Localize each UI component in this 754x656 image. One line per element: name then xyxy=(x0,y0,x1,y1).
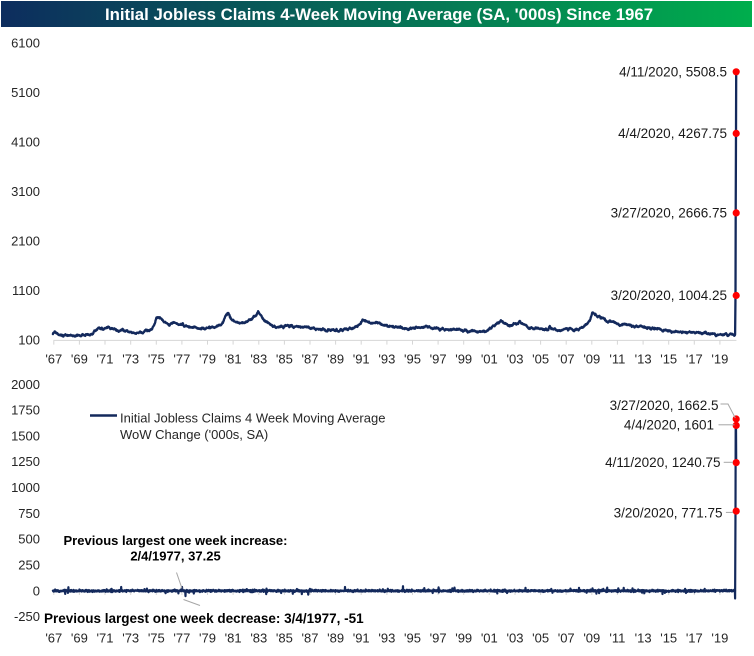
svg-text:'69: '69 xyxy=(71,631,88,646)
svg-text:'71: '71 xyxy=(97,351,114,366)
svg-text:'91: '91 xyxy=(353,631,370,646)
svg-text:WoW Change ('000s, SA): WoW Change ('000s, SA) xyxy=(120,427,268,442)
svg-text:-250: -250 xyxy=(14,609,40,624)
svg-text:'13: '13 xyxy=(635,631,652,646)
svg-text:Initial Jobless Claims 4-Week: Initial Jobless Claims 4-Week Moving Ave… xyxy=(105,5,653,24)
svg-text:'85: '85 xyxy=(276,351,293,366)
svg-text:3/27/2020, 1662.5: 3/27/2020, 1662.5 xyxy=(610,398,719,413)
svg-text:'83: '83 xyxy=(250,631,267,646)
svg-text:4/11/2020, 5508.5: 4/11/2020, 5508.5 xyxy=(619,65,727,80)
svg-text:'89: '89 xyxy=(327,631,344,646)
svg-text:4/11/2020, 1240.75: 4/11/2020, 1240.75 xyxy=(605,455,720,470)
svg-text:'79: '79 xyxy=(199,351,216,366)
svg-text:4100: 4100 xyxy=(11,134,40,149)
svg-text:'81: '81 xyxy=(225,351,242,366)
svg-text:3100: 3100 xyxy=(11,184,40,199)
svg-text:'75: '75 xyxy=(148,351,165,366)
svg-text:3/20/2020, 771.75: 3/20/2020, 771.75 xyxy=(614,506,723,521)
svg-text:'93: '93 xyxy=(378,631,395,646)
svg-text:1250: 1250 xyxy=(11,454,40,469)
svg-text:'05: '05 xyxy=(532,351,549,366)
svg-text:'67: '67 xyxy=(45,351,62,366)
svg-text:1000: 1000 xyxy=(11,480,40,495)
svg-text:'03: '03 xyxy=(507,351,524,366)
svg-text:'17: '17 xyxy=(686,351,703,366)
svg-text:'79: '79 xyxy=(199,631,216,646)
svg-text:'77: '77 xyxy=(173,631,190,646)
svg-text:1500: 1500 xyxy=(11,428,40,443)
svg-text:4/4/2020, 4267.75: 4/4/2020, 4267.75 xyxy=(618,126,727,141)
svg-text:'75: '75 xyxy=(148,631,165,646)
svg-text:'15: '15 xyxy=(660,631,677,646)
svg-text:'19: '19 xyxy=(711,351,728,366)
svg-text:500: 500 xyxy=(18,532,40,547)
svg-text:'93: '93 xyxy=(378,351,395,366)
svg-text:5100: 5100 xyxy=(11,85,40,100)
svg-text:'89: '89 xyxy=(327,351,344,366)
svg-text:'87: '87 xyxy=(302,631,319,646)
svg-text:'71: '71 xyxy=(97,631,114,646)
svg-text:Previous largest one week decr: Previous largest one week decrease: 3/4/… xyxy=(44,611,364,626)
svg-text:'07: '07 xyxy=(558,631,575,646)
svg-text:3/20/2020, 1004.25: 3/20/2020, 1004.25 xyxy=(611,288,727,303)
svg-text:'05: '05 xyxy=(532,631,549,646)
svg-text:1100: 1100 xyxy=(12,283,40,298)
svg-text:2100: 2100 xyxy=(11,233,40,248)
svg-text:'81: '81 xyxy=(225,631,242,646)
svg-text:'13: '13 xyxy=(635,351,652,366)
svg-text:'85: '85 xyxy=(276,631,293,646)
svg-text:6100: 6100 xyxy=(11,35,40,50)
svg-text:'73: '73 xyxy=(122,351,139,366)
svg-text:'69: '69 xyxy=(71,351,88,366)
svg-text:'19: '19 xyxy=(711,631,728,646)
svg-text:4/4/2020, 1601: 4/4/2020, 1601 xyxy=(624,418,714,433)
svg-text:2000: 2000 xyxy=(11,377,40,392)
svg-text:'87: '87 xyxy=(302,351,319,366)
svg-text:'11: '11 xyxy=(609,351,625,366)
svg-text:Initial Jobless Claims 4 Week: Initial Jobless Claims 4 Week Moving Ave… xyxy=(120,411,385,426)
svg-text:100: 100 xyxy=(18,332,40,347)
svg-text:'77: '77 xyxy=(173,351,190,366)
svg-text:'73: '73 xyxy=(122,631,139,646)
svg-text:'07: '07 xyxy=(558,351,575,366)
svg-text:'91: '91 xyxy=(353,351,370,366)
svg-text:'97: '97 xyxy=(430,351,447,366)
svg-text:'83: '83 xyxy=(250,351,267,366)
svg-text:0: 0 xyxy=(33,583,40,598)
svg-text:3/27/2020, 2666.75: 3/27/2020, 2666.75 xyxy=(611,206,727,221)
svg-text:'09: '09 xyxy=(583,631,600,646)
svg-text:'99: '99 xyxy=(455,631,472,646)
svg-text:'67: '67 xyxy=(45,631,62,646)
svg-text:Previous largest one week incr: Previous largest one week increase: xyxy=(64,533,288,548)
svg-text:'01: '01 xyxy=(481,631,498,646)
svg-text:'11: '11 xyxy=(609,631,625,646)
svg-text:750: 750 xyxy=(18,506,40,521)
svg-text:'17: '17 xyxy=(686,631,703,646)
svg-text:'01: '01 xyxy=(481,351,498,366)
svg-text:'97: '97 xyxy=(430,631,447,646)
svg-text:'15: '15 xyxy=(660,351,677,366)
svg-text:'09: '09 xyxy=(583,351,600,366)
svg-text:'99: '99 xyxy=(455,351,472,366)
svg-text:2/4/1977, 37.25: 2/4/1977, 37.25 xyxy=(130,549,220,564)
svg-text:'03: '03 xyxy=(507,631,524,646)
svg-text:'95: '95 xyxy=(404,351,421,366)
svg-text:1750: 1750 xyxy=(11,403,40,418)
svg-text:'95: '95 xyxy=(404,631,421,646)
svg-text:250: 250 xyxy=(18,558,40,573)
